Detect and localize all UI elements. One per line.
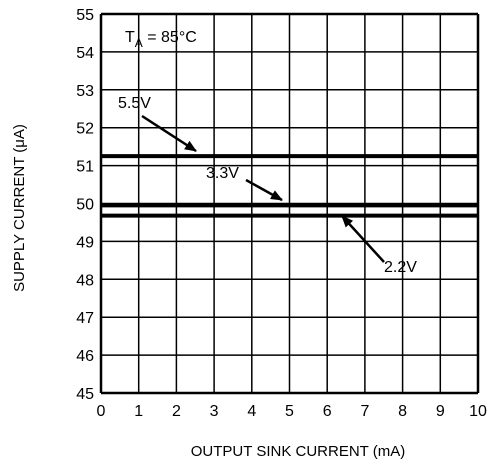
y-tick-label: 50 [76, 197, 94, 214]
series-label-3v3: 3.3V [206, 165, 239, 182]
y-tick-label: 47 [76, 310, 94, 327]
series-label-2v2: 2.2V [384, 259, 417, 276]
y-tick-label: 52 [76, 121, 94, 138]
x-tick-label: 0 [97, 403, 106, 420]
y-tick-label: 45 [76, 386, 94, 403]
y-tick-label: 51 [76, 159, 94, 176]
y-tick-label: 54 [76, 45, 94, 62]
y-tick-label: 53 [76, 83, 94, 100]
condition-label: TA = 85°C [125, 29, 197, 50]
y-tick-label: 46 [76, 348, 94, 365]
x-tick-label: 7 [360, 403, 369, 420]
y-tick-label: 55 [76, 7, 94, 24]
arrow-2v2 [341, 215, 385, 263]
x-tick-label: 8 [398, 403, 407, 420]
x-tick-label: 2 [172, 403, 181, 420]
x-tick-label: 5 [285, 403, 294, 420]
x-tick-label: 3 [210, 403, 219, 420]
y-axis-title: SUPPLY CURRENT (μA) [11, 124, 28, 292]
x-axis-title: OUTPUT SINK CURRENT (mA) [191, 443, 405, 460]
x-tick-label: 9 [436, 403, 445, 420]
grid [99, 12, 480, 395]
y-tick-label: 49 [76, 234, 94, 251]
y-tick-label: 48 [76, 272, 94, 289]
series-label-5v5: 5.5V [118, 95, 151, 112]
arrow-5v5 [141, 114, 197, 153]
series-lines [101, 154, 478, 218]
x-tick-label: 6 [323, 403, 332, 420]
x-tick-label: 1 [134, 403, 143, 420]
x-tick-label: 4 [247, 403, 256, 420]
x-tick-label: 10 [469, 403, 487, 420]
arrow-3v3 [245, 178, 283, 202]
